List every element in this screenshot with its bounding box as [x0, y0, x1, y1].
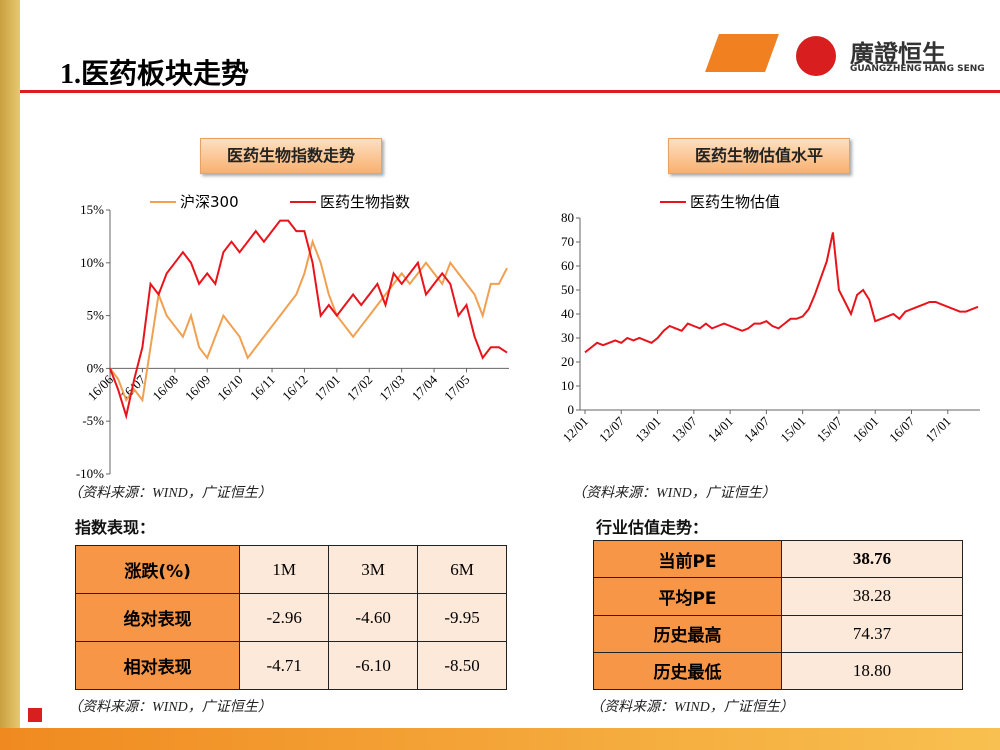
y-tick-label: 50 — [561, 282, 574, 297]
table-cell: 历史最低 — [593, 651, 782, 691]
table-cell: 1M — [239, 545, 330, 594]
x-tick-label: 17/05 — [441, 372, 473, 404]
table-cell: -8.50 — [417, 641, 507, 690]
table-row: 涨跌(%) 1M 3M 6M — [74, 545, 507, 594]
x-tick-label: 17/02 — [344, 372, 376, 404]
legend-label: 医药生物指数 — [320, 193, 410, 211]
table-cell: -4.71 — [239, 641, 330, 690]
chart-title-box: 医药生物指数走势 — [200, 138, 382, 174]
legend-label: 医药生物估值 — [690, 193, 780, 211]
source: （资料来源：WIND，广证恒生） — [68, 486, 272, 501]
table-row: 当前PE 38.76 — [593, 539, 963, 579]
side-bar — [0, 0, 20, 750]
logo-name: 廣證恒生 — [850, 40, 946, 68]
y-tick-label: -5% — [82, 413, 104, 428]
header-line — [20, 90, 1000, 93]
x-tick-label: 16/08 — [149, 372, 181, 404]
y-tick-label: 20 — [561, 354, 574, 369]
y-tick-label: -10% — [76, 466, 104, 481]
x-tick-label: 17/03 — [376, 372, 408, 404]
y-tick-label: 80 — [561, 210, 574, 225]
series-line — [109, 219, 508, 420]
table-cell: 18.80 — [781, 651, 963, 691]
footer-bar — [0, 728, 1000, 750]
table-cell: 当前PE — [593, 539, 782, 579]
x-tick-label: 16/01 — [850, 414, 882, 446]
table-cell: -4.60 — [328, 593, 419, 642]
table-cell: 相对表现 — [74, 641, 241, 690]
table-row: 历史最高 74.37 — [593, 614, 963, 653]
table-cell: 38.76 — [781, 539, 963, 579]
x-tick-label: 15/01 — [777, 414, 809, 446]
x-tick-label: 14/01 — [705, 414, 737, 446]
table-cell: 38.28 — [781, 577, 963, 616]
series-line — [584, 232, 979, 354]
table-cell: 6M — [417, 545, 507, 594]
table-row: 绝对表现 -2.96 -4.60 -9.95 — [74, 593, 507, 642]
y-tick-label: 70 — [561, 234, 574, 249]
source: （资料来源：WIND，广证恒生） — [68, 700, 272, 715]
logo-seal — [796, 36, 836, 76]
footer-square — [28, 708, 42, 722]
legend-label: 沪深300 — [180, 193, 239, 211]
table-row: 相对表现 -4.71 -6.10 -8.50 — [74, 641, 507, 690]
valuation-table: 当前PE 38.76 平均PE 38.28 历史最高 74.37 历史最低 18.80 — [593, 539, 963, 691]
x-tick-label: 17/04 — [409, 372, 441, 404]
x-tick-label: 12/01 — [560, 414, 592, 446]
y-tick-label: 15% — [80, 202, 104, 217]
y-tick-label: 10 — [561, 378, 574, 393]
x-tick-label: 15/07 — [814, 413, 846, 445]
x-tick-label: 13/07 — [668, 413, 700, 445]
logo-sub: GUANGZHENG HANG SENG — [850, 64, 985, 74]
table-cell: -2.96 — [239, 593, 330, 642]
table-cell: 3M — [328, 545, 419, 594]
table-cell: 74.37 — [781, 614, 963, 653]
x-tick-label: 16/06 — [85, 372, 117, 404]
y-tick-label: 0 — [568, 402, 575, 417]
table-row: 平均PE 38.28 — [593, 577, 963, 616]
x-tick-label: 16/07 — [886, 413, 918, 445]
x-tick-label: 16/10 — [214, 372, 246, 404]
series-line — [109, 238, 508, 403]
x-tick-label: 14/07 — [741, 413, 773, 445]
slide-title: 1.医药板块走势 — [60, 59, 250, 90]
table-cell: -9.95 — [417, 593, 507, 642]
source: （资料来源：WIND，广证恒生） — [590, 700, 794, 715]
table-cell: 平均PE — [593, 577, 782, 616]
y-tick-label: 30 — [561, 330, 574, 345]
x-tick-label: 12/07 — [596, 413, 628, 445]
y-tick-label: 0% — [87, 360, 105, 375]
x-tick-label: 13/01 — [632, 414, 664, 446]
table-cell: -6.10 — [328, 641, 419, 690]
x-tick-label: 16/12 — [279, 372, 311, 404]
source: （资料来源：WIND，广证恒生） — [572, 486, 776, 501]
section-label: 指数表现： — [75, 518, 156, 537]
x-tick-label: 16/11 — [247, 372, 278, 403]
table-cell: 涨跌(%) — [74, 545, 241, 594]
table-row: 历史最低 18.80 — [593, 651, 963, 691]
section-label: 行业估值走势： — [596, 518, 709, 537]
index-table: 涨跌(%) 1M 3M 6M 绝对表现 -2.96 -4.60 -9.95 相对表现 -4.71-… — [74, 545, 507, 690]
y-tick-label: 60 — [561, 258, 574, 273]
x-tick-label: 17/01 — [311, 372, 343, 404]
table-cell: 绝对表现 — [74, 593, 241, 642]
y-tick-label: 5% — [87, 308, 105, 323]
y-tick-label: 10% — [80, 255, 104, 270]
x-tick-label: 17/01 — [922, 414, 954, 446]
y-tick-label: 40 — [561, 306, 574, 321]
chart-title-box: 医药生物估值水平 — [668, 138, 850, 174]
x-tick-label: 16/09 — [182, 372, 214, 404]
table-cell: 历史最高 — [593, 614, 782, 653]
